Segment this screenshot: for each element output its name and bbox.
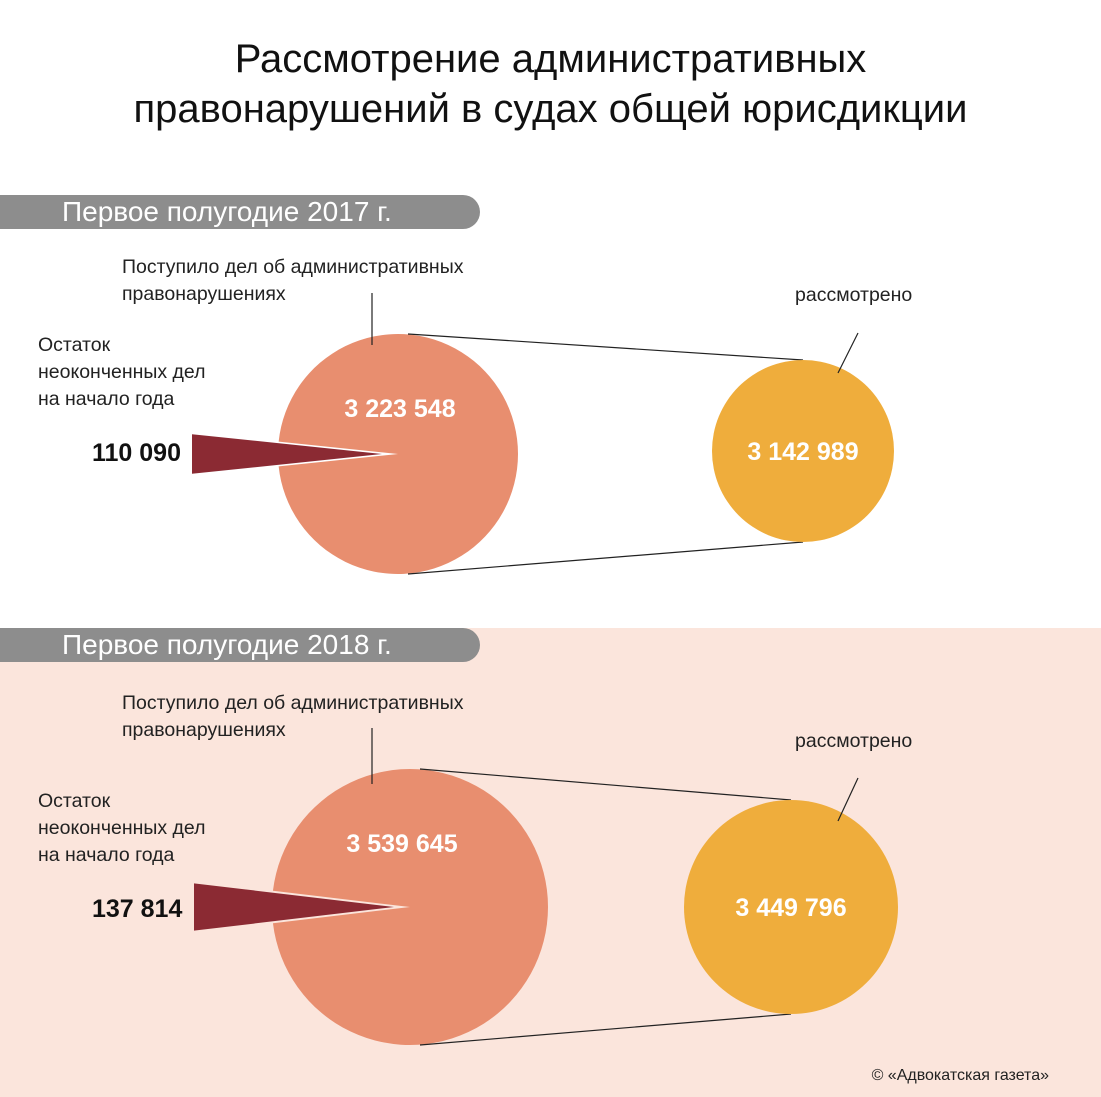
received-value: 3 223 548 (344, 395, 455, 423)
title-line-2: правонарушений в судах общей юрисдикции (133, 87, 968, 131)
reviewed-value: 3 449 796 (735, 894, 846, 922)
received-label-2017: Поступило дел об административных правон… (122, 254, 463, 308)
remainder-label-line-1: Остаток (38, 790, 111, 812)
received-slice (272, 768, 548, 1045)
received-label-line-2: правонарушениях (122, 283, 286, 305)
connector-top (407, 333, 804, 361)
remainder-label-line-1: Остаток (38, 334, 111, 356)
period-tab-2018: Первое полугодие 2018 г. (0, 628, 480, 662)
reviewed-leader-line (837, 332, 859, 374)
panel-2018: Первое полугодие 2018 г. Поступило дел о… (0, 628, 1101, 1097)
credit: © «Адвокатская газета» (871, 1067, 1049, 1084)
connector-bottom (407, 541, 804, 575)
received-value: 3 539 645 (346, 830, 457, 858)
remainder-label-line-3: на начало года (38, 388, 175, 410)
panel-2017: Первое полугодие 2017 г. Поступило дел о… (0, 195, 1101, 615)
remainder-slice (192, 434, 382, 474)
received-label-line-1: Поступило дел об административных (122, 256, 464, 278)
connector-bottom (419, 1013, 792, 1046)
received-label-2018: Поступило дел об административных правон… (122, 690, 463, 744)
connector-top (419, 768, 792, 801)
pie-chart-2018: 3 539 645 3 449 796 (194, 728, 898, 1046)
received-label-line-1: Поступило дел об административных (122, 692, 464, 714)
reviewed-circle (712, 360, 894, 542)
page-title: Рассмотрение административных правонаруш… (0, 34, 1101, 134)
remainder-label-line-2: неоконченных дел (38, 817, 206, 839)
remainder-slice (194, 883, 394, 931)
reviewed-value: 3 142 989 (747, 438, 858, 466)
reviewed-leader-line (837, 777, 859, 822)
remainder-label-2017: Остаток неоконченных дел на начало года (38, 332, 206, 413)
remainder-label-line-3: на начало года (38, 844, 175, 866)
received-label-line-2: правонарушениях (122, 719, 286, 741)
remainder-label-line-2: неоконченных дел (38, 361, 206, 383)
reviewed-circle (684, 800, 898, 1014)
reviewed-label-2017: рассмотрено (795, 284, 913, 306)
title-line-1: Рассмотрение административных (234, 37, 867, 81)
remainder-value-2017: 110 090 (92, 439, 181, 467)
reviewed-label-2018: рассмотрено (795, 730, 913, 752)
pie-chart-2017: 3 223 548 3 142 989 (192, 293, 894, 575)
remainder-value-2018: 137 814 (92, 895, 183, 923)
received-slice (278, 334, 519, 574)
remainder-label-2018: Остаток неоконченных дел на начало года (38, 788, 206, 869)
period-tab-2017: Первое полугодие 2017 г. (0, 195, 480, 229)
